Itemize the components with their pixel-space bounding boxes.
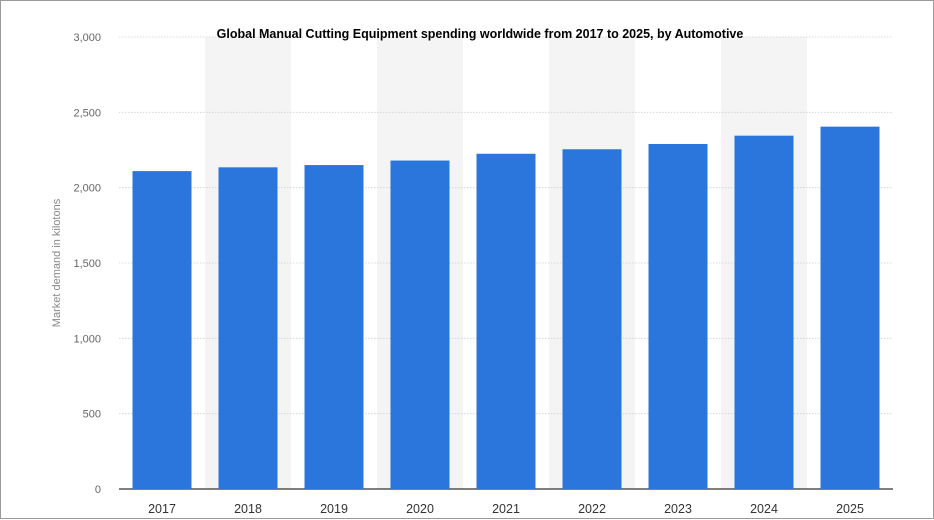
y-tick-label: 3,000 <box>73 32 101 44</box>
bar-2025[interactable] <box>820 126 880 489</box>
y-tick-label: 500 <box>83 409 101 421</box>
bars <box>132 126 880 490</box>
bar-2018[interactable] <box>218 167 278 489</box>
bar-2022[interactable] <box>562 149 622 489</box>
bar-2019[interactable] <box>304 165 364 490</box>
x-tick-label: 2019 <box>320 502 348 516</box>
x-tick-label: 2018 <box>234 502 262 516</box>
x-tick-label: 2022 <box>578 502 606 516</box>
bar-2021[interactable] <box>476 153 536 489</box>
y-tick-labels: 0 500 1,000 1,500 2,000 2,500 3,000 <box>73 32 101 496</box>
y-tick-label: 0 <box>95 484 101 496</box>
x-tick-label: 2017 <box>148 502 176 516</box>
x-tick-labels: 2017 2018 2019 2020 2021 2022 2023 2024 2025 <box>148 502 864 516</box>
x-tick-label: 2021 <box>492 502 520 516</box>
bar-2023[interactable] <box>648 143 708 489</box>
x-tick-label: 2024 <box>750 502 778 516</box>
x-tick-label: 2020 <box>406 502 434 516</box>
chart-title: Global Manual Cutting Equipment spending… <box>217 27 744 41</box>
y-tick-label: 1,000 <box>73 333 101 345</box>
x-tick-label: 2023 <box>664 502 692 516</box>
x-tick-label: 2025 <box>836 502 864 516</box>
y-tick-label: 1,500 <box>73 258 101 270</box>
y-tick-label: 2,500 <box>73 107 101 119</box>
bar-2017[interactable] <box>132 171 192 490</box>
y-tick-label: 2,000 <box>73 183 101 195</box>
bar-2024[interactable] <box>734 135 794 490</box>
bar-2020[interactable] <box>390 160 450 489</box>
y-axis-label: Market demand in kilotons <box>51 198 63 327</box>
